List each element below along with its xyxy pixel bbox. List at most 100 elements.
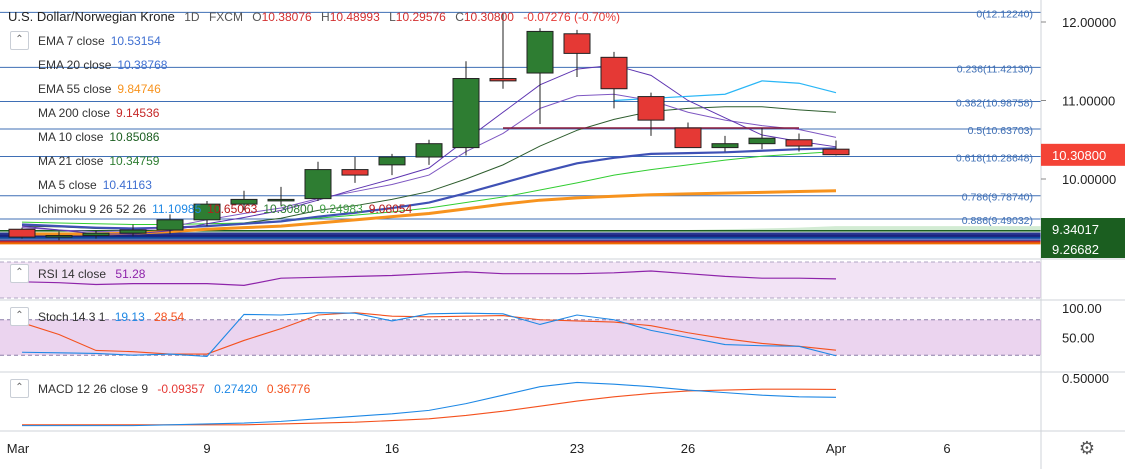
low-label: L (389, 10, 396, 24)
legend-value: 10.34759 (109, 154, 160, 168)
stoch-axis-tick: 100.00 (1062, 301, 1102, 316)
candle-bull (119, 229, 147, 234)
macd-signal-value: 0.36776 (266, 382, 311, 396)
candle-bull (156, 219, 184, 231)
time-axis-label: 23 (570, 441, 584, 456)
rsi-label[interactable]: RSI 14 close (38, 267, 107, 281)
candle-bull (304, 169, 332, 200)
legend-label: MA 5 close (38, 178, 97, 192)
source-label: FXCM (208, 10, 243, 24)
legend-row[interactable]: MA 5 close 10.41163 (38, 178, 152, 192)
low-value: 10.29576 (395, 10, 446, 24)
candle-bear (8, 228, 36, 238)
fib-level-label: 0.5(10.63703) (968, 125, 1033, 137)
legend-label: EMA 20 close (38, 58, 112, 72)
stoch-label[interactable]: Stoch 14 3 1 (38, 310, 106, 324)
macd-label[interactable]: MACD 12 26 close 9 (38, 382, 149, 396)
rsi-line (21, 270, 837, 287)
candle-bear (785, 139, 813, 147)
candle-bear (600, 56, 628, 90)
legend-row[interactable]: EMA 20 close 10.38768 (38, 58, 167, 72)
legend-row[interactable]: MA 21 close 10.34759 (38, 154, 159, 168)
rsi-value: 51.28 (115, 267, 146, 281)
legend-row[interactable]: MA 200 close 9.14536 (38, 106, 159, 120)
legend-label: EMA 7 close (38, 34, 105, 48)
stoch-k-line (21, 312, 837, 357)
indicator-line-ma5 (21, 64, 837, 235)
open-value: 10.38076 (261, 10, 312, 24)
fib-level-label: 0.886(9.49032) (962, 215, 1033, 227)
candle-bull (748, 137, 776, 145)
fib-level-label: 0(12.12240) (976, 8, 1033, 20)
symbol-header: U.S. Dollar/Norwegian Krone 1D FXCM O10.… (8, 9, 620, 24)
time-axis-label: Mar (7, 441, 30, 456)
legend-label: EMA 55 close (38, 82, 112, 96)
open-label: O (252, 10, 262, 24)
stoch-band (0, 319, 1041, 356)
legend-value: 11.10985 (152, 202, 202, 216)
candle-bear (822, 148, 850, 156)
rsi-collapse-button[interactable]: ⌃ (10, 264, 29, 283)
price-axis-tick: 11.00000 (1062, 94, 1115, 109)
candle-bear (674, 127, 702, 149)
macd-line-value: 0.27420 (214, 382, 258, 396)
symbol-title[interactable]: U.S. Dollar/Norwegian Krone (8, 9, 175, 24)
last-price-tag-text: 10.30800 (1052, 148, 1106, 163)
macd-collapse-button[interactable]: ⌃ (10, 379, 29, 398)
candle-bull (82, 232, 110, 237)
close-value: 10.30800 (463, 10, 514, 24)
candle-bear (489, 78, 517, 82)
legend-label: MA 200 close (38, 106, 111, 120)
stoch-d-line (21, 312, 837, 355)
stoch-collapse-button[interactable]: ⌃ (10, 307, 29, 326)
ichimoku-tag-2-text: 9.26682 (1052, 242, 1099, 257)
ichimoku-tag-1-text: 9.34017 (1052, 222, 1099, 237)
high-label: H (321, 10, 330, 24)
legend-label: MA 21 close (38, 154, 104, 168)
macd-axis-tick: 0.50000 (1062, 371, 1109, 386)
legend-value: 9.14536 (116, 106, 160, 120)
time-axis-label: 9 (203, 441, 210, 456)
rsi-legend: RSI 14 close 51.28 (38, 267, 145, 281)
settings-gear-icon[interactable]: ⚙ (1078, 438, 1095, 458)
legend-label: Ichimoku 9 26 52 26 (38, 202, 147, 216)
candle-bear (341, 169, 369, 176)
legend-row[interactable]: EMA 7 close 10.53154 (38, 34, 161, 48)
time-axis-label: 6 (943, 441, 950, 456)
legend-value: 10.30800 (263, 202, 314, 216)
ichimoku-price-tags (1041, 218, 1125, 258)
legend-row[interactable]: MA 10 close 10.85086 (38, 130, 159, 144)
legend-row-ichimoku[interactable]: Ichimoku 9 26 52 26 11.10985 10.65063 10.30… (38, 202, 412, 216)
time-axis-label: Apr (826, 441, 847, 456)
interval-label[interactable]: 1D (184, 10, 200, 24)
candle-bear (563, 33, 591, 54)
stoch-k-value: 19.13 (114, 310, 145, 324)
macd-line (22, 381, 837, 427)
macd-hist-value: -0.09357 (157, 382, 205, 396)
legend-value: 10.65063 (207, 202, 258, 216)
legend-value: 10.41163 (102, 178, 152, 192)
rsi-band (0, 262, 1041, 298)
legend-label: MA 10 close (38, 130, 104, 144)
legend-row[interactable]: EMA 55 close 9.84746 (38, 82, 161, 96)
legend-collapse-button[interactable]: ⌃ (10, 31, 29, 50)
fib-level-label: 0.236(11.42130) (957, 63, 1033, 75)
price-axis-tick: 10.00000 (1062, 172, 1116, 187)
candle-bull (230, 198, 258, 205)
fib-level-label: 0.382(10.98758) (956, 97, 1033, 109)
legend-value: 10.85086 (109, 130, 160, 144)
stoch-legend: Stoch 14 3 1 19.13 28.54 (38, 310, 184, 324)
price-axis-tick: 12.00000 (1062, 15, 1116, 30)
legend-value: 9.08054 (368, 202, 413, 216)
candle-bull (526, 30, 554, 74)
time-axis-label: 16 (385, 441, 399, 456)
stoch-d-value: 28.54 (154, 310, 185, 324)
candle-bull (711, 143, 739, 149)
high-value: 10.48993 (329, 10, 380, 24)
candle-bull (415, 143, 443, 158)
legend-value: 10.53154 (110, 34, 161, 48)
fib-level-label: 0.786(9.78740) (962, 192, 1033, 204)
macd-legend: MACD 12 26 close 9 -0.09357 0.27420 0.36… (38, 382, 310, 396)
